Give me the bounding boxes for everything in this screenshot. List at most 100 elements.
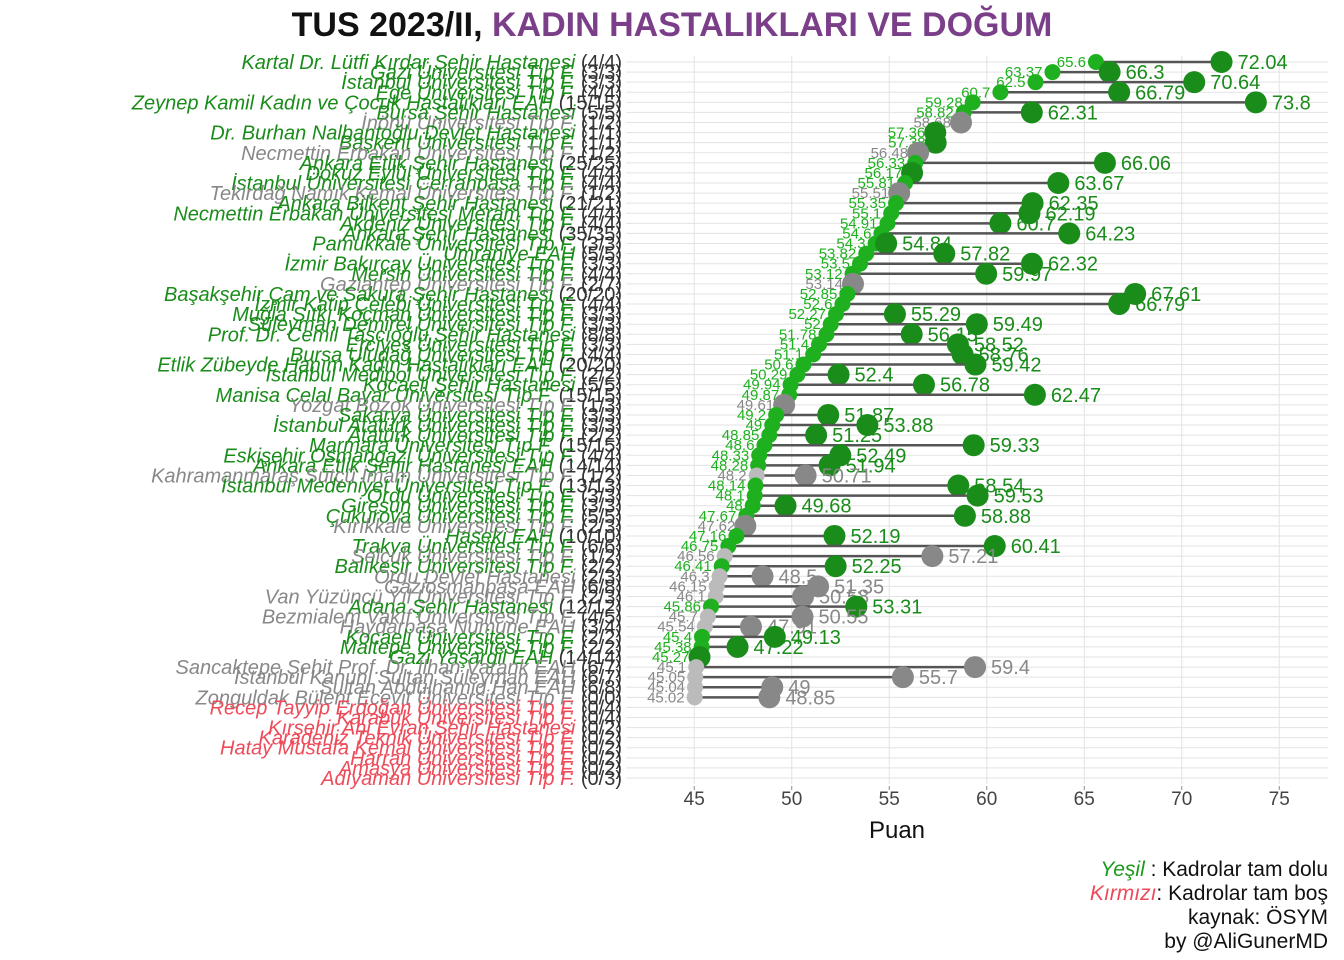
row: 54.6 64.23 Ankara Şehir Hastanesi (35/35): [342, 222, 1135, 245]
max-point: [921, 545, 944, 568]
row: 65.6 72.04 Kartal Dr. Lütfi Kırdar Şehir H…: [241, 51, 1288, 74]
max-label: 57.82: [960, 244, 1010, 266]
row-name: Necmettin Erbakan Üniversitesi Tıp F.: [241, 143, 581, 165]
row-count: (2/3): [581, 516, 622, 538]
x-tick-label: 65: [1074, 789, 1095, 810]
max-point: [900, 323, 923, 346]
row-name: Ege Üniversitesi Tıp F.: [376, 82, 581, 104]
row-label: İstanbul Üniversitesi Cerrahpaşa Tıp F. …: [231, 173, 622, 195]
x-tick-label: 55: [879, 789, 900, 810]
min-label: 46.41: [674, 558, 712, 575]
max-label: 58.52: [974, 334, 1024, 356]
min-label: 45.02: [647, 689, 685, 706]
row-label: Kocaeli Şehir Hastanesi (5/5): [363, 375, 622, 397]
row-count: (1/3): [581, 395, 622, 417]
max-point: [1047, 172, 1070, 195]
max-point: [933, 242, 956, 265]
row-name: İstanbul Medipol Üniversitesi Tıp F.: [266, 365, 581, 387]
row-name: Kahramanmaraş Sütçü İmam Üniversitesi Tı…: [151, 465, 581, 487]
max-label: 52.19: [850, 526, 900, 548]
min-label: 48: [726, 498, 743, 515]
row-name: Gaziosmanpaşa EAH: [384, 576, 581, 598]
row-name: Bursa Uludağ Üniversitesi Tıp F.: [290, 344, 581, 366]
max-label: 60.7: [1016, 213, 1055, 235]
row-count: (3/3): [581, 304, 622, 326]
row-name: Gazi Yaşargil EAH: [389, 647, 558, 669]
row-label: Maltepe Üniversitesi Tıp F. (2/2): [340, 637, 622, 659]
row-count: (3/3): [581, 72, 622, 94]
row-name: Kırıkkale Üniversitesi Tıp F.: [333, 516, 580, 538]
row: 49.61 Yozgat Bozok Üniversitesi Tıp F. (1…: [289, 393, 796, 417]
row-label: Erciyes Üniversitesi Tıp F. (3/3): [346, 334, 622, 356]
row-name: Kartal Dr. Lütfi Kırdar Şehir Hastanesi: [241, 52, 580, 74]
row: Hatay Mustafa Kemal Üniversitesi Tıp F. …: [220, 738, 622, 760]
row: 50.6 59.42 Etlik Zübeyde Hanım Kadın Hasta…: [157, 353, 1042, 377]
row-name: Başakşehir Çam ve Sakura Şehir Hastanesi: [164, 284, 559, 306]
max-label: 53.31: [872, 597, 922, 619]
row-label: Etlik Zübeyde Hanım Kadın Hastalıkları E…: [157, 355, 622, 377]
max-label: 51.94: [846, 455, 896, 477]
max-point: [817, 403, 840, 426]
row-count: (20/20): [559, 284, 622, 306]
min-label: 46.3: [680, 568, 709, 585]
max-point: [792, 585, 815, 608]
row: 45.05 55.7 İstanbul Kanuni Sultan Süleyman…: [234, 666, 958, 689]
row-count: (4/4): [581, 173, 622, 195]
row: 49 53.88 İstanbul Atatürk Üniversitesi Tıp…: [273, 414, 933, 437]
row-label: Başakşehir Çam ve Sakura Şehir Hastanesi…: [164, 284, 622, 306]
row-count: (35/35): [559, 223, 622, 245]
row-count: (1/2): [581, 143, 622, 165]
row-label: Necmettin Erbakan Üniversitesi Tıp F. (1…: [241, 143, 622, 165]
min-label: 45.54: [657, 619, 695, 636]
max-label: 51.35: [834, 576, 884, 598]
min-label: 49: [746, 417, 763, 434]
max-point: [891, 666, 914, 689]
max-point: [1093, 151, 1116, 174]
row-label: Ordu Devlet Hastanesi (2/3): [374, 566, 622, 588]
row-label: Giresun Üniversitesi Tıp F. (3/3): [341, 496, 622, 518]
row-count: (14/14): [559, 647, 622, 669]
max-label: 66.79: [1135, 82, 1185, 104]
row-count: (0/4): [581, 707, 622, 729]
min-label: 52.85: [800, 286, 838, 303]
x-axis-label: Puan: [869, 817, 925, 844]
max-point: [1018, 202, 1041, 225]
row-label: Necmettin Erbakan Üniversitesi Meram Tıp…: [173, 203, 622, 225]
row-label: Zonguldak Bülent Ecevit Üniversitesi Tıp…: [195, 687, 623, 709]
row: 49.94 56.78 Kocaeli Şehir Hastanesi (5/5): [363, 373, 990, 397]
max-label: 62.31: [1048, 102, 1098, 124]
min-label: 57.36: [888, 125, 926, 142]
row-name: Haseki EAH: [445, 526, 558, 548]
row-name: Sultan Abdülhamid Han EAH: [319, 677, 581, 699]
row-label: Dr. Burhan Nalbantoğlu Devlet Hastanesi …: [210, 123, 622, 145]
row-name: Süleyman Demirel Üniversitesi Tıp F.: [248, 314, 581, 336]
row-name: Trakya Üniversitesi Tıp F.: [352, 536, 581, 558]
row-label: Yozgat Bozok Üniversitesi Tıp F. (1/3): [289, 395, 622, 417]
max-point: [1108, 293, 1131, 316]
max-label: 58.76: [979, 344, 1029, 366]
row-label: Kocaeli Üniversitesi Tıp F. (2/2): [346, 627, 622, 649]
row-count: (4/4): [581, 203, 622, 225]
max-label: 64.23: [1085, 223, 1135, 245]
max-label: 55.29: [911, 304, 961, 326]
min-label: 54.91: [840, 215, 878, 232]
max-point: [1020, 101, 1043, 124]
row-count: (21/21): [559, 193, 622, 215]
row: 47.16 52.19 Haseki EAH (10/10): [445, 524, 901, 548]
row-name: Erciyes Üniversitesi Tıp F.: [346, 334, 581, 356]
min-point: [1087, 54, 1104, 70]
max-label: 66.3: [1126, 62, 1165, 84]
row-name: Ankara Şehir Hastanesi: [342, 223, 559, 245]
row-name: Eskişehir Osmangazi Üniversitesi Tıp F.: [223, 445, 581, 467]
row-name: Giresun Üniversitesi Tıp F.: [341, 496, 581, 518]
row-name: Kocaeli Şehir Hastanesi: [363, 375, 581, 397]
row-count: (6/8): [581, 576, 622, 598]
row-count: (4/5): [581, 607, 622, 629]
row-label: Başkent Üniversitesi Tıp F. (1/1): [339, 133, 622, 155]
min-label: 59.28: [925, 94, 963, 111]
row-count: (1/2): [581, 113, 622, 135]
row-label: Atatürk Üniversitesi Tıp F. (2/2): [347, 425, 622, 447]
row-count: (5/5): [581, 375, 622, 397]
min-label: 54.3: [836, 236, 865, 253]
